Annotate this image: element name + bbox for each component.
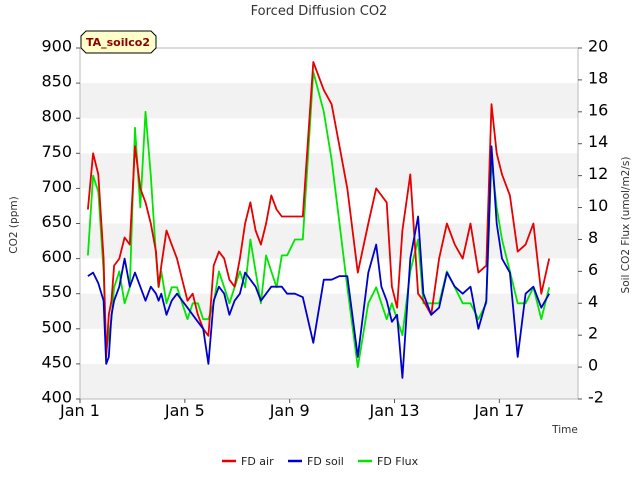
right-tick-label: 20 bbox=[588, 37, 608, 56]
left-tick-label: 800 bbox=[41, 107, 72, 126]
left-tick-label: 700 bbox=[41, 177, 72, 196]
right-tick-label: 14 bbox=[588, 132, 608, 151]
left-tick-label: 600 bbox=[41, 247, 72, 266]
left-axis-label: CO2 (ppm) bbox=[8, 196, 20, 253]
x-axis-ticks: Jan 1 Jan 5 Jan 9 Jan 13 Jan 17 bbox=[59, 399, 524, 420]
right-tick-label: 2 bbox=[588, 324, 598, 343]
left-axis-ticks: 400 450 500 550 600 650 700 750 800 850 900 bbox=[41, 37, 80, 407]
chart-title: Forced Diffusion CO2 bbox=[251, 4, 388, 19]
left-tick-label: 550 bbox=[41, 282, 72, 301]
x-tick-label: Jan 1 bbox=[59, 401, 100, 420]
x-tick-label: Jan 13 bbox=[368, 401, 419, 420]
left-tick-label: 450 bbox=[41, 352, 72, 371]
legend-label: FD air bbox=[241, 455, 274, 468]
left-tick-label: 850 bbox=[41, 72, 72, 91]
legend-label: FD Flux bbox=[377, 455, 419, 468]
left-tick-label: 650 bbox=[41, 212, 72, 231]
right-tick-label: 18 bbox=[588, 68, 608, 87]
legend-label: FD soil bbox=[307, 455, 344, 468]
right-tick-label: 6 bbox=[588, 260, 598, 279]
x-tick-label: Jan 17 bbox=[473, 401, 524, 420]
grid-band bbox=[80, 293, 578, 329]
badge-label: TA_soilco2 bbox=[86, 36, 150, 49]
right-tick-label: 4 bbox=[588, 292, 598, 311]
right-tick-label: -2 bbox=[588, 388, 604, 407]
series-line-fd-air bbox=[87, 61, 551, 358]
x-tick-label: Jan 5 bbox=[164, 401, 205, 420]
legend: FD air FD soil FD Flux bbox=[222, 455, 419, 468]
right-tick-label: 0 bbox=[588, 356, 598, 375]
series-line-fd-flux bbox=[87, 71, 551, 368]
left-tick-label: 500 bbox=[41, 317, 72, 336]
grid-band bbox=[80, 363, 578, 399]
x-tick-label: Jan 9 bbox=[269, 401, 310, 420]
series-line-fd-soil bbox=[87, 145, 550, 379]
right-tick-label: 16 bbox=[588, 100, 608, 119]
left-tick-label: 900 bbox=[41, 37, 72, 56]
x-axis-label: Time bbox=[551, 424, 578, 436]
left-tick-label: 750 bbox=[41, 142, 72, 161]
grid-band bbox=[80, 153, 578, 189]
right-tick-label: 10 bbox=[588, 196, 608, 215]
right-axis-label: Soil CO2 Flux (umol/m2/s) bbox=[620, 157, 632, 294]
badge: TA_soilco2 bbox=[80, 30, 157, 54]
right-tick-label: 8 bbox=[588, 228, 598, 247]
left-tick-label: 400 bbox=[41, 388, 72, 407]
badge-box bbox=[80, 30, 157, 54]
right-axis-ticks: -2 0 2 4 6 8 10 12 14 16 18 20 bbox=[578, 37, 608, 407]
series-layer bbox=[87, 61, 551, 379]
right-tick-label: 12 bbox=[588, 164, 608, 183]
